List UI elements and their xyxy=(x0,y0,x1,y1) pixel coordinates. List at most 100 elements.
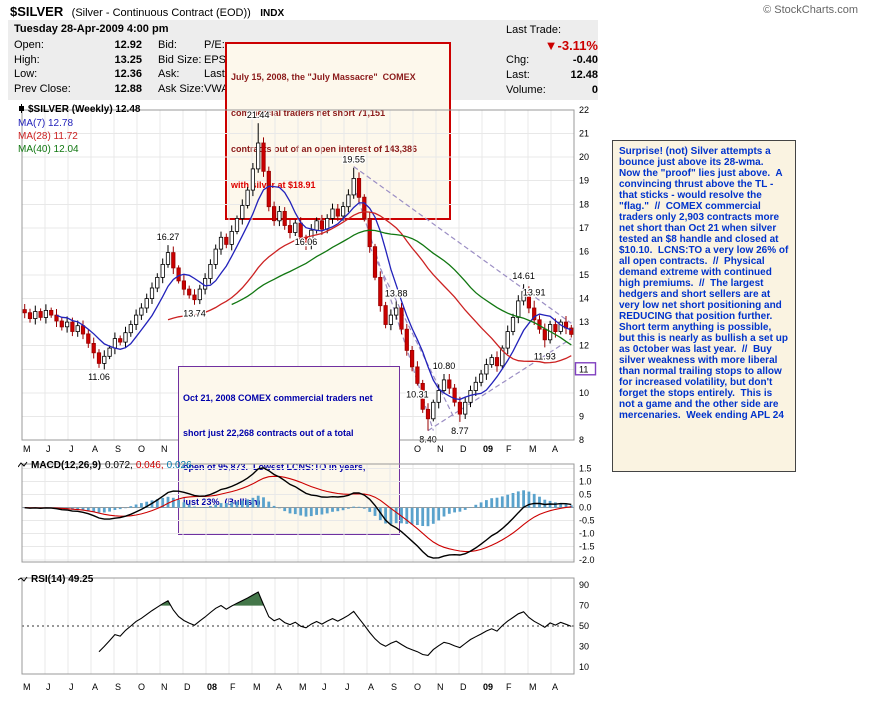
svg-text:-1.0: -1.0 xyxy=(579,529,595,539)
svg-text:21.44: 21.44 xyxy=(247,110,270,120)
svg-text:13.88: 13.88 xyxy=(385,288,408,298)
chart-header: $SILVER (Silver - Continuous Contract (E… xyxy=(10,3,284,21)
legend-title: $SILVER (Weekly) 12.48 xyxy=(28,104,141,115)
annotation-line: with silver at $18.91 xyxy=(231,180,316,190)
svg-text:13.91: 13.91 xyxy=(523,288,546,298)
svg-text:S: S xyxy=(115,444,121,454)
svg-text:N: N xyxy=(437,682,444,692)
commentary-panel: Surprise! (not) Silver attempts a bounce… xyxy=(612,140,796,472)
low-label: Low: xyxy=(14,68,38,80)
svg-text:13.74: 13.74 xyxy=(183,309,206,319)
svg-text:S: S xyxy=(391,682,397,692)
annotation-line: open of 95,873. Lowest LCNS:TO in years, xyxy=(183,462,366,472)
pe-label: P/E: xyxy=(204,39,225,51)
percent-change: ▼-3.11% xyxy=(544,38,598,53)
svg-text:20: 20 xyxy=(579,152,589,162)
bid-label: Bid: xyxy=(158,39,177,51)
macd-value: 0.072, xyxy=(105,460,133,471)
svg-text:10: 10 xyxy=(579,388,589,398)
svg-text:09: 09 xyxy=(483,444,493,454)
svg-text:J: J xyxy=(46,682,51,692)
rsi-chart-svg: M J J A S O N D 08 F M A M J J A S O N D 09 F M A 90 70 50 30 10 xyxy=(21,577,589,692)
svg-text:F: F xyxy=(506,682,512,692)
svg-text:A: A xyxy=(368,682,374,692)
quote-datetime: Tuesday 28-Apr-2009 4:00 pm xyxy=(14,23,169,35)
svg-text:D: D xyxy=(184,682,191,692)
open-label: Open: xyxy=(14,39,44,51)
svg-text:0.0: 0.0 xyxy=(579,503,592,513)
svg-text:50: 50 xyxy=(579,621,589,631)
svg-text:F: F xyxy=(506,444,512,454)
svg-text:18: 18 xyxy=(579,199,589,209)
svg-text:13: 13 xyxy=(579,317,589,327)
svg-text:9: 9 xyxy=(579,411,584,421)
rsi-line-icon xyxy=(17,575,28,586)
svg-text:M: M xyxy=(299,682,307,692)
svg-text:N: N xyxy=(437,444,444,454)
svg-text:8.77: 8.77 xyxy=(451,426,469,436)
svg-text:22: 22 xyxy=(579,105,589,115)
svg-text:11: 11 xyxy=(579,364,588,374)
rsi-legend: RSI(14) 49.25 xyxy=(17,574,93,586)
svg-text:16: 16 xyxy=(579,246,589,256)
svg-text:15: 15 xyxy=(579,270,589,280)
svg-text:O: O xyxy=(138,682,145,692)
svg-text:-1.5: -1.5 xyxy=(579,542,595,552)
svg-text:17: 17 xyxy=(579,223,589,233)
quote-row: Open: 12.92 Bid: P/E: xyxy=(14,38,239,53)
svg-text:O: O xyxy=(414,444,421,454)
svg-text:-2.0: -2.0 xyxy=(579,555,595,565)
open-value: 12.92 xyxy=(114,39,142,51)
svg-text:16.27: 16.27 xyxy=(157,232,180,242)
svg-text:19.55: 19.55 xyxy=(342,155,365,165)
macd-legend: MACD(12,26,9) 0.072, 0.046, 0.026 xyxy=(17,460,192,472)
ma7-legend: MA(7) 12.78 xyxy=(18,118,74,129)
volume-value: 0 xyxy=(591,84,598,96)
macd-hist-value: 0.026 xyxy=(166,460,192,471)
quote-row: High: 13.25 Bid Size: EPS: xyxy=(14,53,239,68)
svg-text:M: M xyxy=(23,444,31,454)
svg-text:M: M xyxy=(529,682,537,692)
svg-text:8: 8 xyxy=(579,435,584,445)
svg-text:11.06: 11.06 xyxy=(88,372,110,382)
annotation-line: July 15, 2008, the "July Massacre" COMEX xyxy=(231,72,416,82)
symbol-name: (Silver - Continuous Contract (EOD)) xyxy=(71,7,251,19)
ma40-legend: MA(40) 12.04 xyxy=(18,144,79,155)
macd-line-icon xyxy=(17,461,28,472)
svg-text:A: A xyxy=(92,444,98,454)
last-trade-label: Last Trade: xyxy=(506,24,562,36)
svg-text:16.06: 16.06 xyxy=(295,237,318,247)
svg-text:09: 09 xyxy=(483,682,493,692)
svg-text:14.61: 14.61 xyxy=(512,271,535,281)
svg-text:21: 21 xyxy=(579,129,589,139)
high-label: High: xyxy=(14,53,40,66)
svg-text:M: M xyxy=(23,682,31,692)
svg-text:70: 70 xyxy=(579,601,589,611)
annotation-line: Oct 21, 2008 COMEX commercial traders ne… xyxy=(183,393,373,403)
last-row: Last: 12.48 xyxy=(506,69,598,81)
svg-text:-0.5: -0.5 xyxy=(579,516,595,526)
ma28-legend: MA(28) 11.72 xyxy=(18,131,78,142)
annotation-line: short just 22,268 contracts out of a tot… xyxy=(183,427,354,438)
chg-row: Chg: -0.40 xyxy=(506,54,598,66)
chg-value: -0.40 xyxy=(572,54,598,66)
svg-text:J: J xyxy=(345,682,350,692)
ask-size-label: Ask Size: xyxy=(158,82,204,95)
price-chart-svg: 2221201918171615141312111098MJJASOND08FM… xyxy=(21,105,597,454)
svg-text:08: 08 xyxy=(207,682,217,692)
stockcharts-copyright-link[interactable]: © StockCharts.com xyxy=(763,4,858,16)
last-value: 12.48 xyxy=(570,69,598,81)
svg-text:A: A xyxy=(552,444,558,454)
svg-text:D: D xyxy=(460,682,467,692)
svg-text:J: J xyxy=(322,682,327,692)
prev-close-label: Prev Close: xyxy=(14,82,71,95)
svg-text:0.5: 0.5 xyxy=(579,490,592,500)
quote-table: Open: 12.92 Bid: P/E: High: 13.25 Bid Size: EP… xyxy=(14,38,239,96)
macd-signal-value: 0.046, xyxy=(135,460,164,471)
svg-text:11.93: 11.93 xyxy=(534,351,556,361)
symbol: $SILVER xyxy=(10,4,64,19)
svg-text:10.31: 10.31 xyxy=(406,390,429,400)
svg-text:O: O xyxy=(138,444,145,454)
quote-row: Low: 12.36 Ask: Last: xyxy=(14,67,239,82)
prev-close-value: 12.88 xyxy=(114,82,142,95)
